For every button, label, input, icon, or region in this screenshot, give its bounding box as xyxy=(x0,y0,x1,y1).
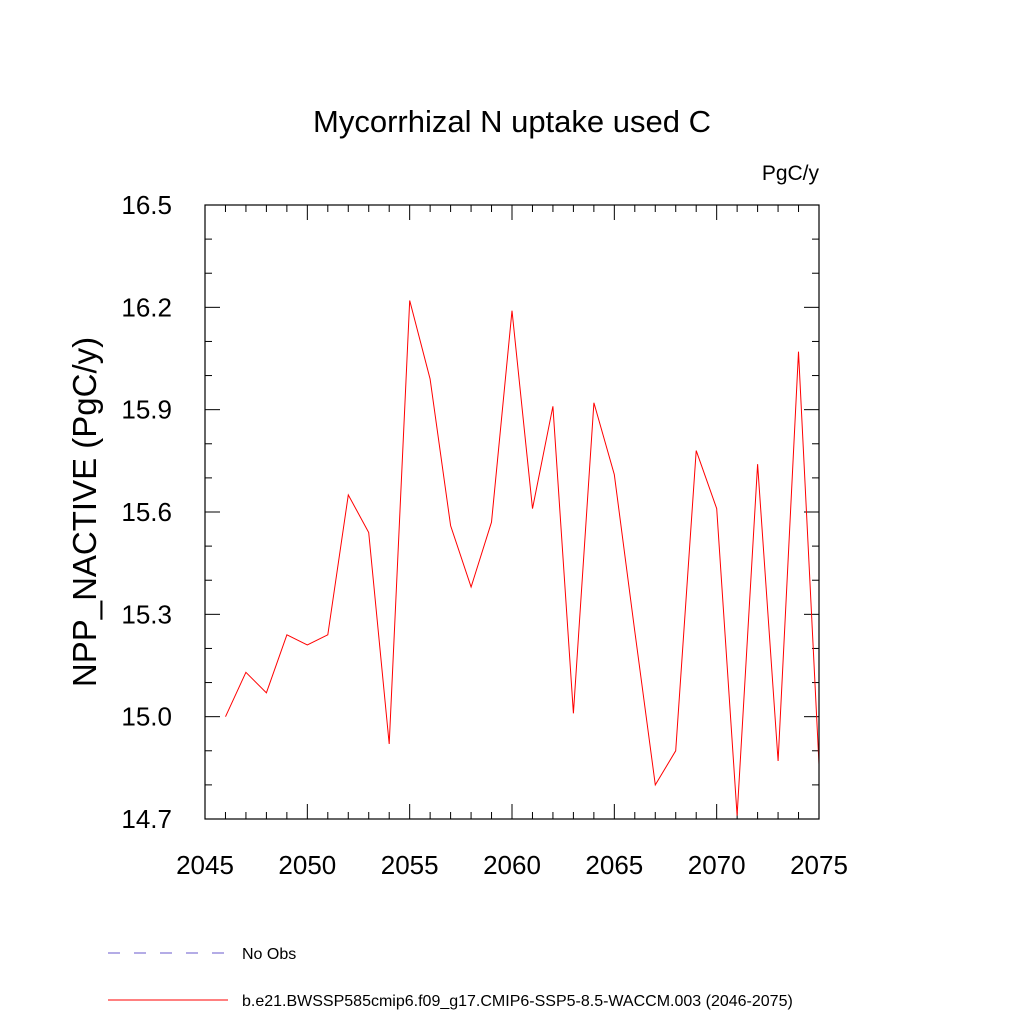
x-tick-label: 2070 xyxy=(688,850,746,880)
y-tick-label: 14.7 xyxy=(121,804,172,834)
plot-series xyxy=(225,300,820,816)
axis-ticks xyxy=(204,204,820,820)
legend-label-model: b.e21.BWSSP585cmip6.f09_g17.CMIP6-SSP5-8… xyxy=(242,993,793,1010)
y-tick-label: 16.2 xyxy=(121,292,172,322)
y-tick-label: 15.6 xyxy=(121,497,172,527)
y-tick-label: 15.0 xyxy=(121,702,172,732)
series-line xyxy=(225,300,820,816)
y-tick-labels: 14.7 15.0 15.3 15.6 15.9 16.2 16.5 xyxy=(121,190,172,834)
plot-frame xyxy=(204,204,820,820)
y-axis-label: NPP_NACTIVE (PgC/y) xyxy=(66,337,103,687)
x-tick-label: 2055 xyxy=(381,850,439,880)
x-tick-labels: 2045 2050 2055 2060 2065 2070 2075 xyxy=(176,850,848,880)
y-tick-label: 16.5 xyxy=(121,190,172,220)
x-tick-label: 2045 xyxy=(176,850,234,880)
legend-label-no-obs: No Obs xyxy=(242,946,296,963)
units-label: PgC/y xyxy=(762,162,820,185)
y-tick-label: 15.9 xyxy=(121,395,172,425)
x-tick-label: 2075 xyxy=(790,850,848,880)
y-tick-label: 15.3 xyxy=(121,599,172,629)
legend: No Obs b.e21.BWSSP585cmip6.f09_g17.CMIP6… xyxy=(108,946,793,1010)
chart-title: Mycorrhizal N uptake used C xyxy=(313,104,711,139)
x-tick-label: 2065 xyxy=(585,850,643,880)
x-tick-label: 2050 xyxy=(278,850,336,880)
x-tick-label: 2060 xyxy=(483,850,541,880)
